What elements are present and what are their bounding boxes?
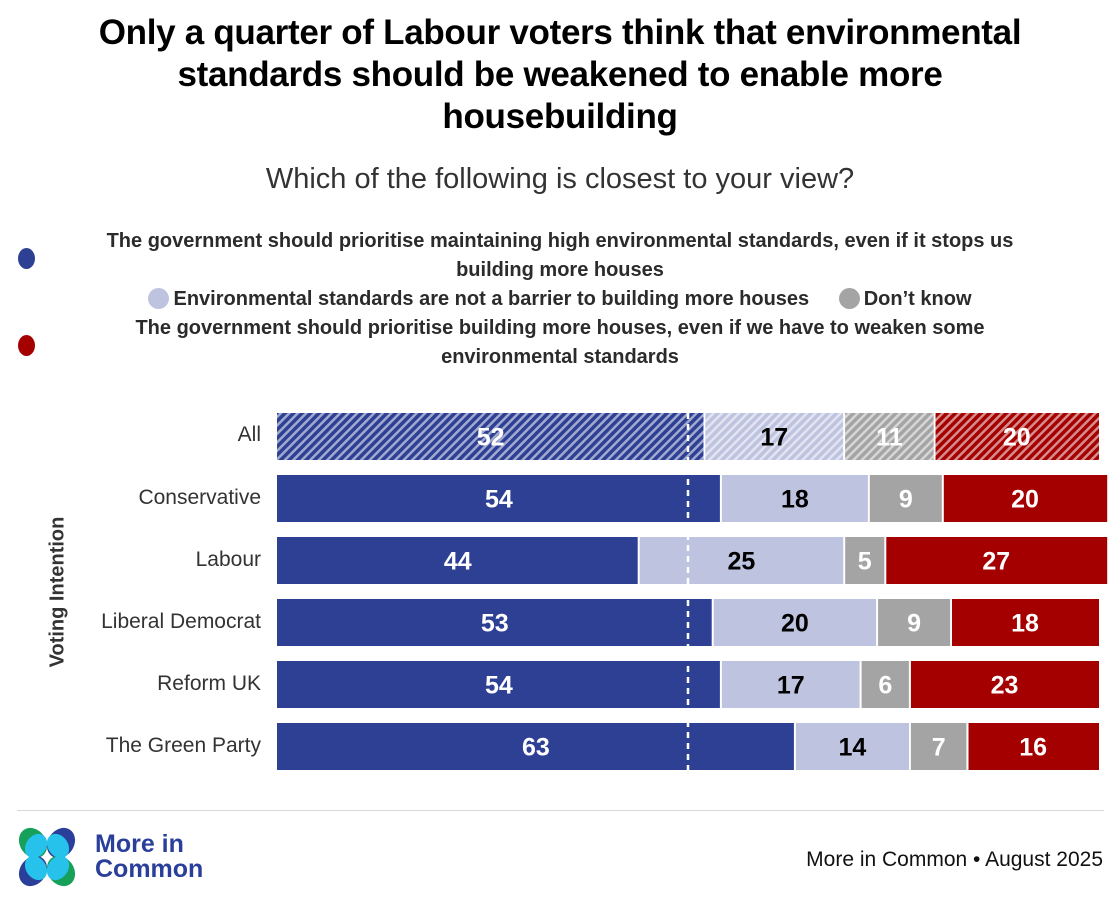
chart-title-line: standards should be weakened to enable m… — [177, 55, 943, 94]
footer-source: More in Common • August 2025 — [806, 848, 1103, 871]
legend-swatch-dont-know — [838, 288, 860, 309]
legend-item-not-a-barrier: Environmental standards are not a barrie… — [148, 285, 809, 314]
data-label: 54 — [485, 672, 513, 700]
category-label: Reform UK — [157, 672, 261, 695]
legend-swatch-prioritise-houses — [18, 335, 35, 356]
bar-segment-hatch — [845, 413, 934, 460]
legend-swatch-not-a-barrier — [148, 288, 170, 309]
data-labels-layer: 52 17 11 20 54 18 9 20 44 25 5 27 53 20 9 18 54 17 6 23 63 14… — [444, 424, 1047, 762]
data-label: 20 — [1011, 486, 1039, 514]
bar-segment-hatch — [935, 413, 1099, 460]
bar-segment — [721, 475, 868, 522]
bar-segment — [910, 661, 1099, 708]
data-label: 17 — [777, 672, 805, 700]
data-label: 17 — [760, 424, 788, 452]
footer-divider — [17, 810, 1104, 811]
data-label: 25 — [727, 548, 755, 576]
bar-segment — [277, 537, 638, 584]
data-label: 5 — [858, 548, 872, 576]
bar-segment — [952, 599, 1099, 646]
category-label: The Green Party — [105, 734, 261, 757]
data-label: 20 — [781, 610, 809, 638]
bar-segment — [721, 661, 860, 708]
bar-segment — [869, 475, 942, 522]
category-label: Liberal Democrat — [101, 610, 261, 633]
bar-segment — [968, 723, 1099, 770]
data-label: 52 — [477, 424, 505, 452]
category-label: All — [237, 423, 261, 446]
data-label: 6 — [878, 672, 892, 700]
data-label: 63 — [522, 734, 550, 762]
data-label: 20 — [1003, 424, 1031, 452]
data-label: 9 — [899, 486, 913, 514]
legend-row-middle: Environmental standards are not a barrie… — [40, 285, 1080, 314]
data-label: 54 — [485, 486, 513, 514]
logo-wordmark: More in Common — [95, 830, 204, 883]
bar-segment — [878, 599, 951, 646]
chart-title-line: Only a quarter of Labour voters think th… — [98, 13, 1022, 52]
bar-segment — [943, 475, 1108, 522]
category-label: Labour — [195, 548, 261, 571]
bar-segment — [886, 537, 1108, 584]
bar-segment — [639, 537, 844, 584]
legend-label-prioritise-environment: The government should prioritise maintai… — [106, 230, 1014, 281]
bar-segment — [713, 599, 877, 646]
data-label: 16 — [1019, 734, 1047, 762]
bar-segment — [861, 661, 909, 708]
data-label: 18 — [1011, 610, 1039, 638]
more-in-common-logo-icon — [18, 827, 76, 887]
data-label: 27 — [982, 548, 1010, 576]
bar-segment — [277, 661, 720, 708]
chart-title: Only a quarter of Labour voters think th… — [0, 12, 1120, 138]
bar-segment-hatch — [277, 413, 704, 460]
bar-segment — [277, 723, 794, 770]
bars-layer — [277, 413, 1108, 770]
data-label: 7 — [932, 734, 946, 762]
chart-subtitle: Which of the following is closest to you… — [265, 163, 855, 195]
bar-segment — [795, 723, 909, 770]
legend-label-prioritise-houses: The government should prioritise buildin… — [135, 317, 985, 368]
bar-segment — [845, 537, 885, 584]
data-label: 9 — [907, 610, 921, 638]
data-label: 23 — [991, 672, 1019, 700]
legend-swatch-prioritise-environment — [18, 248, 35, 269]
data-label: 53 — [481, 610, 509, 638]
chart-title-line: housebuilding — [442, 97, 678, 136]
category-label: Conservative — [138, 486, 261, 509]
data-label: 44 — [444, 548, 472, 576]
legend-item-dont-know: Don’t know — [838, 285, 972, 314]
bar-segment — [277, 599, 712, 646]
bar-segment-hatch — [705, 413, 844, 460]
bar-segment — [277, 475, 720, 522]
bar-segment — [910, 723, 967, 770]
data-label: 11 — [876, 424, 903, 452]
data-label: 18 — [781, 486, 809, 514]
data-label: 14 — [838, 734, 866, 762]
